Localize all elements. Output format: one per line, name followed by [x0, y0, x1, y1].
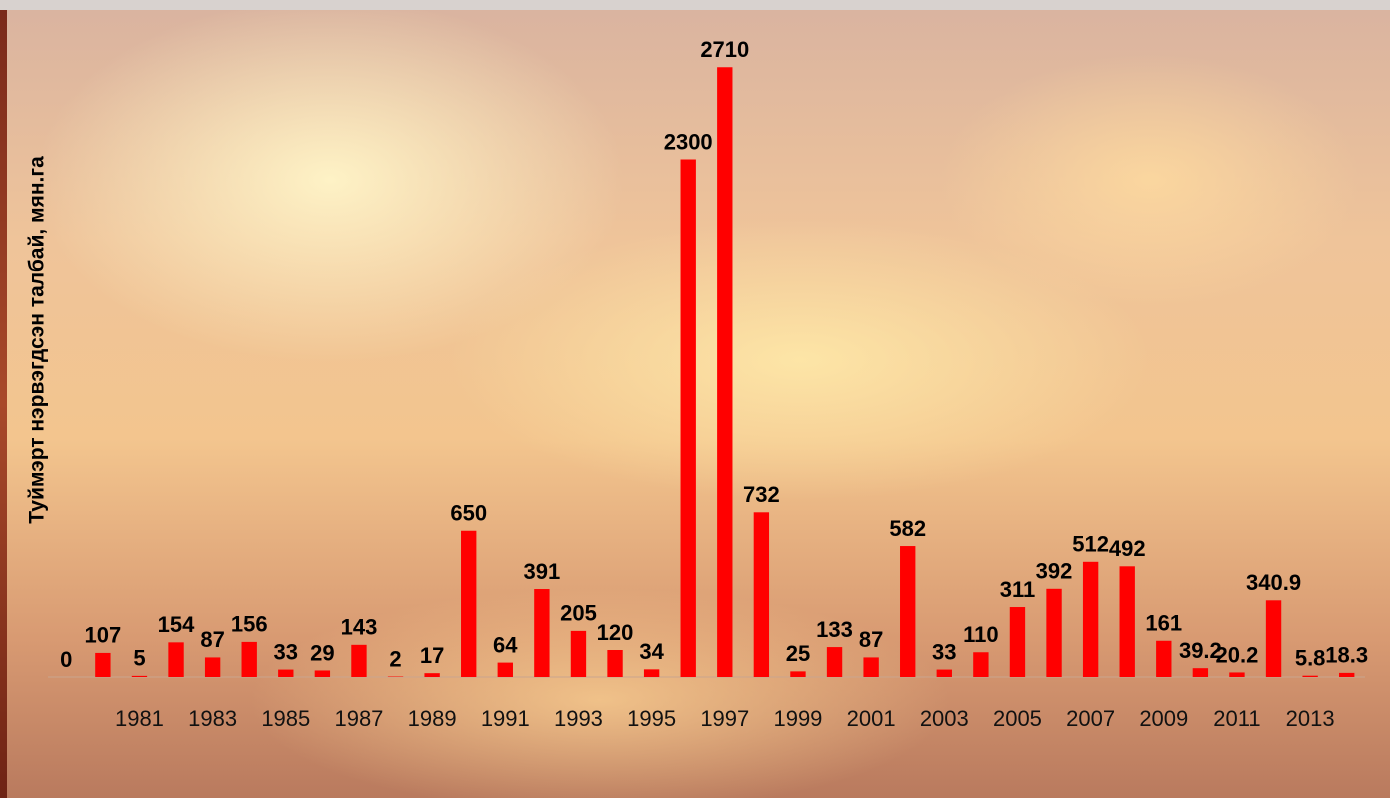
bar	[1083, 562, 1098, 677]
bar	[1266, 600, 1281, 677]
value-label: 0	[60, 647, 72, 672]
bar	[644, 669, 659, 677]
value-label: 2300	[664, 129, 713, 154]
value-label: 5.8	[1295, 646, 1326, 671]
value-label: 17	[420, 643, 444, 668]
page: {"chart_data": {"type": "bar", "y_label"…	[0, 0, 1390, 798]
value-label: 33	[932, 639, 956, 664]
x-tick-label: 1989	[408, 706, 457, 731]
bar	[900, 546, 915, 677]
bar	[790, 671, 805, 677]
value-label: 5	[133, 646, 145, 671]
bar	[863, 657, 878, 677]
x-tick-label: 2013	[1286, 706, 1335, 731]
x-tick-label: 2005	[993, 706, 1042, 731]
x-tick-label: 1997	[700, 706, 749, 731]
value-label: 650	[450, 501, 487, 526]
bar	[498, 663, 513, 677]
value-label: 156	[231, 612, 268, 637]
bar	[827, 647, 842, 677]
value-label: 120	[597, 620, 634, 645]
x-tick-label: 1991	[481, 706, 530, 731]
value-label: 154	[158, 612, 195, 637]
bar	[424, 673, 439, 677]
value-label: 2710	[700, 37, 749, 62]
bar	[1120, 566, 1135, 677]
value-label: 392	[1036, 559, 1073, 584]
bar	[973, 652, 988, 677]
value-label: 110	[963, 622, 999, 647]
x-tick-label: 2003	[920, 706, 969, 731]
bar	[278, 670, 293, 677]
bar	[351, 645, 366, 677]
bar	[315, 670, 330, 677]
value-label: 33	[274, 639, 298, 664]
value-label: 143	[341, 615, 378, 640]
value-label: 87	[200, 627, 224, 652]
bar	[754, 512, 769, 677]
x-tick-label: 1987	[334, 706, 383, 731]
bar	[95, 653, 110, 677]
y-axis-title: Туймэрт нэрвэгдсэн талбай, мян.га	[26, 156, 49, 524]
value-label: 2	[389, 646, 401, 671]
x-tick-label: 2001	[847, 706, 896, 731]
x-tick-label: 1981	[115, 706, 164, 731]
bar	[461, 531, 476, 677]
chart: Туймэрт нэрвэгдсэн талбай, мян.га 0 107 19…	[0, 0, 1390, 798]
value-label: 391	[524, 559, 561, 584]
bar	[1339, 673, 1354, 677]
value-label: 732	[743, 482, 780, 507]
x-tick-label: 1985	[261, 706, 310, 731]
bar	[607, 650, 622, 677]
value-label: 340.9	[1246, 570, 1301, 595]
value-label: 34	[639, 639, 664, 664]
bar	[681, 160, 696, 678]
value-label: 107	[85, 623, 122, 648]
bar	[1302, 676, 1317, 677]
value-label: 582	[889, 516, 926, 541]
x-tick-label: 1999	[773, 706, 822, 731]
bar	[205, 657, 220, 677]
bar	[534, 589, 549, 677]
bar	[1010, 607, 1025, 677]
bar	[132, 676, 147, 677]
value-label: 492	[1109, 536, 1146, 561]
bar	[937, 670, 952, 677]
x-tick-label: 1993	[554, 706, 603, 731]
bar	[1193, 668, 1208, 677]
bar	[717, 67, 732, 677]
value-label: 87	[859, 627, 883, 652]
bar	[242, 642, 257, 677]
value-label: 512	[1072, 532, 1109, 557]
value-label: 20.2	[1216, 642, 1259, 667]
x-tick-label: 2007	[1066, 706, 1115, 731]
bar	[1229, 672, 1244, 677]
value-label: 133	[816, 617, 853, 642]
value-label: 64	[493, 632, 518, 657]
value-label: 161	[1145, 611, 1182, 636]
value-label: 29	[310, 640, 334, 665]
value-label: 311	[1000, 577, 1036, 602]
bar	[1046, 589, 1061, 677]
value-label: 205	[560, 601, 597, 626]
x-tick-label: 2009	[1139, 706, 1188, 731]
bar	[1156, 641, 1171, 677]
x-tick-label: 2011	[1213, 706, 1260, 731]
bar	[571, 631, 586, 677]
x-tick-label: 1995	[627, 706, 676, 731]
value-label: 18.3	[1325, 643, 1368, 668]
value-label: 25	[786, 641, 810, 666]
bar	[168, 642, 183, 677]
x-tick-label: 1983	[188, 706, 237, 731]
